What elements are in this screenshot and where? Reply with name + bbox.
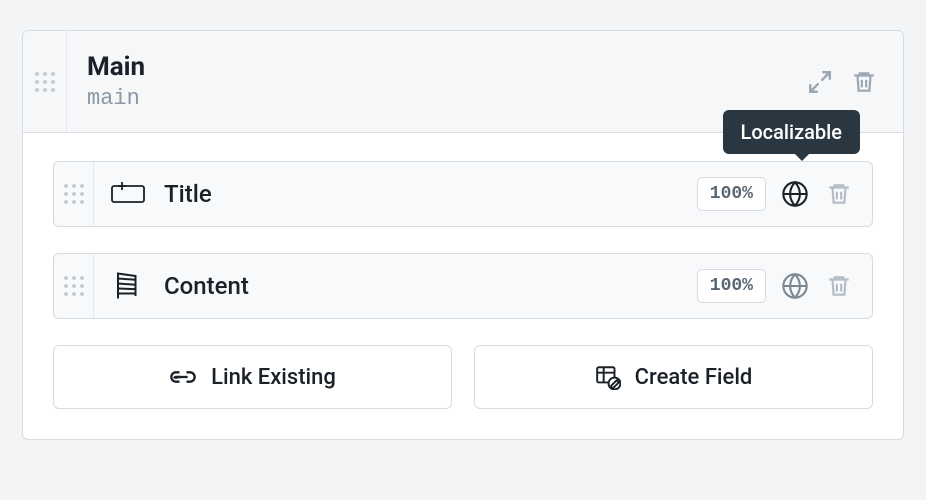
button-label: Link Existing (211, 365, 336, 390)
text-field-icon (110, 176, 146, 212)
drag-handle[interactable] (54, 254, 94, 318)
tooltip-localizable: Localizable (723, 110, 860, 154)
header-title: Main (87, 52, 805, 83)
header-actions (805, 67, 903, 97)
field-row[interactable]: Content 100% (53, 253, 873, 319)
panel-body: Localizable Title 100% (23, 133, 903, 439)
drag-dots-icon (64, 276, 84, 296)
delete-icon[interactable] (824, 179, 854, 209)
drag-handle[interactable] (54, 162, 94, 226)
button-label: Create Field (635, 365, 753, 390)
drag-handle[interactable] (23, 31, 67, 132)
drag-dots-icon (35, 72, 55, 92)
expand-icon[interactable] (805, 67, 835, 97)
button-row: Link Existing Create Field (53, 345, 873, 409)
globe-icon[interactable] (780, 271, 810, 301)
field-label: Title (164, 180, 212, 208)
globe-icon[interactable] (780, 179, 810, 209)
delete-icon[interactable] (849, 67, 879, 97)
field-main: Content (94, 254, 697, 318)
link-existing-button[interactable]: Link Existing (53, 345, 452, 409)
header-slug: main (87, 86, 805, 111)
content-panel: Main main Localizable (22, 30, 904, 440)
field-actions: 100% (697, 162, 872, 226)
translation-pct: 100% (697, 269, 766, 303)
field-row[interactable]: Localizable Title 100% (53, 161, 873, 227)
create-field-button[interactable]: Create Field (474, 345, 873, 409)
field-label: Content (164, 272, 249, 300)
header-titles: Main main (67, 52, 805, 110)
field-actions: 100% (697, 254, 872, 318)
delete-icon[interactable] (824, 271, 854, 301)
rich-content-icon (110, 268, 146, 304)
field-main: Title (94, 162, 697, 226)
translation-pct: 100% (697, 177, 766, 211)
drag-dots-icon (64, 184, 84, 204)
